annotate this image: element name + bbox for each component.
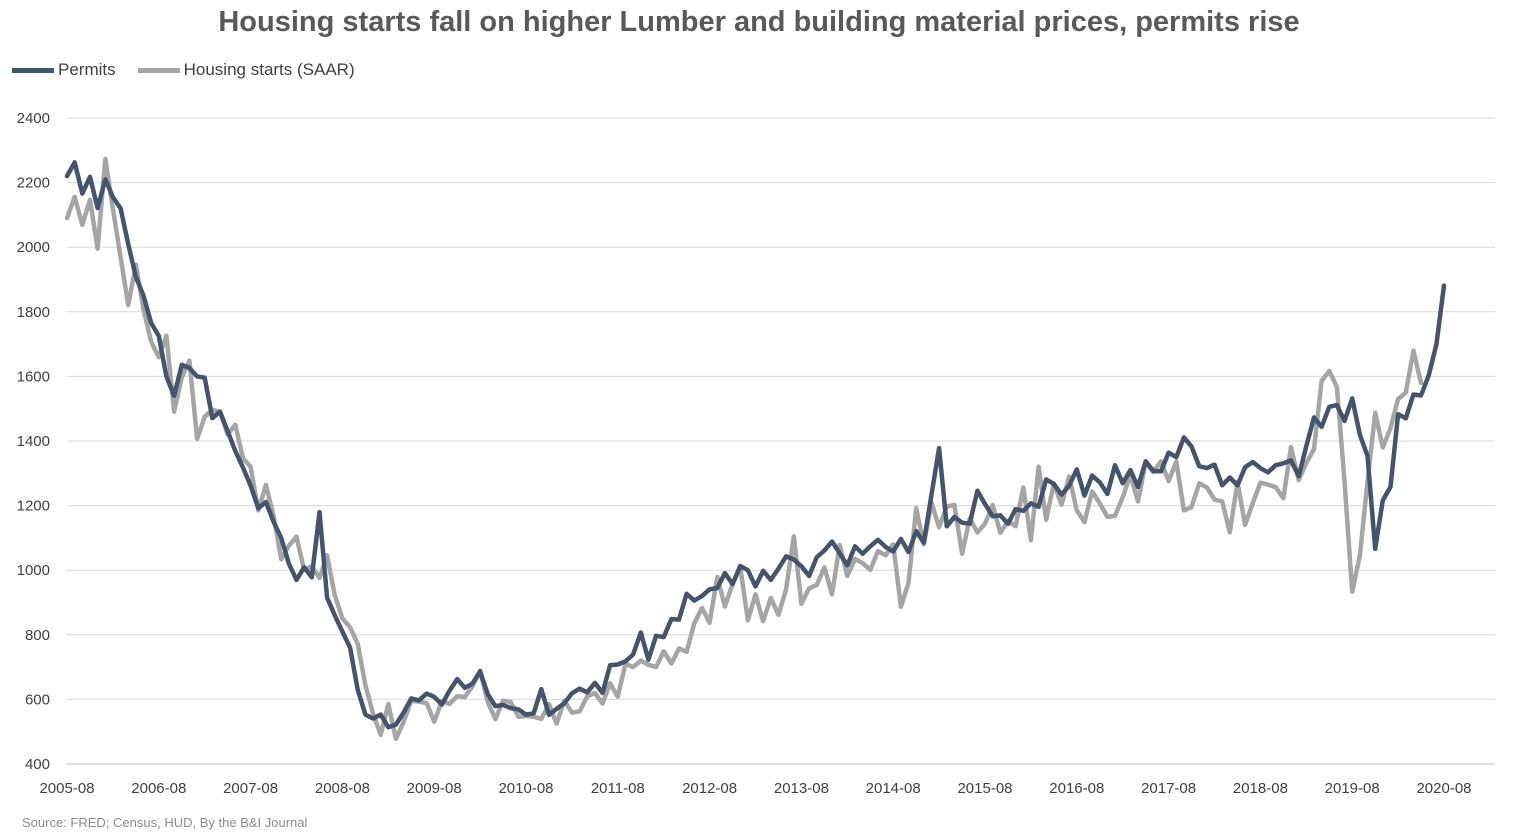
y-tick-label-1400: 1400: [17, 433, 50, 450]
series-line-housing-starts: [64, 156, 1424, 742]
x-tick-label-2013-08: 2013-08: [774, 780, 829, 797]
x-tick-label-2010-08: 2010-08: [498, 780, 553, 797]
y-tick-label-1200: 1200: [17, 498, 50, 515]
x-tick-label-2019-08: 2019-08: [1325, 780, 1380, 797]
x-tick-label-2009-08: 2009-08: [407, 780, 462, 797]
x-tick-label-2005-08: 2005-08: [39, 780, 94, 797]
chart-legend: Permits Housing starts (SAAR): [12, 60, 377, 80]
series-line-permits: [64, 160, 1447, 730]
legend-item-permits: Permits: [12, 60, 116, 80]
y-tick-label-1000: 1000: [17, 562, 50, 579]
source-note: Source: FRED; Census, HUD, By the B&I Jo…: [22, 815, 308, 830]
chart-title: Housing starts fall on higher Lumber and…: [218, 6, 1300, 38]
x-tick-label-2008-08: 2008-08: [315, 780, 370, 797]
x-tick-label-2012-08: 2012-08: [682, 780, 737, 797]
legend-swatch-housing-starts: [137, 67, 180, 73]
x-tick-label-2017-08: 2017-08: [1141, 780, 1196, 797]
x-tick-label-2015-08: 2015-08: [957, 780, 1012, 797]
y-tick-label-800: 800: [25, 627, 50, 644]
y-tick-label-2200: 2200: [17, 175, 50, 192]
legend-swatch-permits: [12, 67, 54, 73]
legend-label-housing-starts: Housing starts (SAAR): [183, 60, 355, 79]
y-tick-label-600: 600: [25, 691, 50, 708]
legend-label-permits: Permits: [58, 60, 116, 79]
x-tick-label-2011-08: 2011-08: [591, 780, 645, 797]
x-tick-label-2007-08: 2007-08: [223, 780, 278, 797]
y-tick-label-1600: 1600: [17, 368, 50, 385]
y-tick-label-2000: 2000: [17, 239, 50, 256]
x-tick-label-2006-08: 2006-08: [131, 780, 186, 797]
x-tick-label-2018-08: 2018-08: [1233, 780, 1288, 797]
x-tick-label-2020-08: 2020-08: [1416, 780, 1471, 797]
y-tick-label-400: 400: [25, 756, 50, 773]
x-tick-label-2014-08: 2014-08: [866, 780, 921, 797]
y-tick-label-1800: 1800: [17, 304, 50, 321]
y-tick-label-2400: 2400: [17, 110, 50, 127]
x-tick-label-2016-08: 2016-08: [1049, 780, 1104, 797]
legend-item-housing-starts: Housing starts (SAAR): [137, 60, 355, 80]
